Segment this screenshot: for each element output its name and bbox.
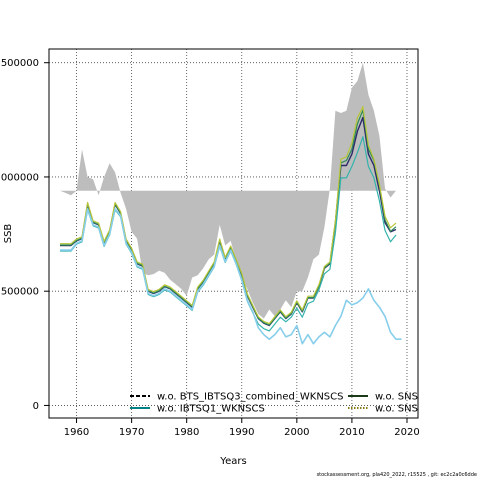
confidence-band-area <box>60 62 396 319</box>
x-tick-label: 2010 <box>339 427 364 438</box>
x-tick-label: 2020 <box>394 427 419 438</box>
x-tick-label: 2000 <box>284 427 309 438</box>
y-tick-label: 1500000 <box>0 58 39 69</box>
series-line-3 <box>60 106 397 325</box>
x-tick-label: 1970 <box>119 427 144 438</box>
confidence-band <box>60 62 396 319</box>
y-tick-label: 500000 <box>1 287 39 298</box>
plot-frame <box>48 48 419 419</box>
y-tick-label: 0 <box>33 401 39 412</box>
x-tick-label: 1980 <box>174 427 199 438</box>
x-tick-label: 1990 <box>229 427 254 438</box>
legend-label: w.o. IBTSQ1_WKNSCS <box>157 404 265 415</box>
footer-credit: stockassessment.org, pla420_2022, r15525… <box>316 472 477 478</box>
legend-label: w.o. SNS <box>375 404 418 415</box>
y-tick-label: 1000000 <box>0 172 39 183</box>
x-axis-label: Years <box>219 456 246 467</box>
y-axis: 0 500000 1000000 1500000 <box>0 58 49 412</box>
x-tick-label: 1960 <box>64 427 89 438</box>
series-lines <box>60 106 402 345</box>
series-line-4 <box>60 208 402 345</box>
legend-label: w.o. BTS_IBTSQ3_combined_WKNSCS <box>157 392 343 403</box>
x-axis: 1960 1970 1980 1990 2000 2010 2020 <box>64 418 420 438</box>
y-axis-label: SSB <box>3 224 14 244</box>
legend-label: w.o. SNS <box>375 392 418 403</box>
